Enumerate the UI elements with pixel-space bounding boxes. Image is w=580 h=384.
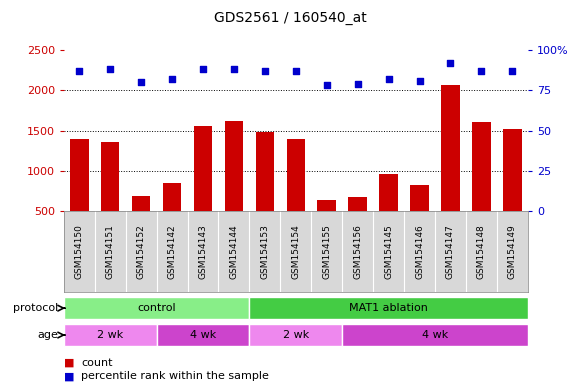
Point (75, 68, 84, 74)
Point (508, 68, 517, 74)
Bar (249, 297, 528, 319)
Bar (317, 200, 336, 252)
Bar (64, 297, 249, 319)
Text: count: count (81, 358, 113, 368)
Text: GSM154143: GSM154143 (198, 224, 208, 279)
Text: GSM154148: GSM154148 (477, 224, 486, 279)
Point (106, 66, 115, 72)
Bar (70, 139, 89, 252)
Text: GSM154151: GSM154151 (106, 224, 115, 279)
Text: GSM154142: GSM154142 (168, 224, 176, 279)
Bar (441, 85, 460, 252)
Bar (287, 139, 305, 252)
Text: GSM154152: GSM154152 (137, 224, 146, 279)
Point (136, 79, 146, 85)
Point (353, 81, 362, 87)
Text: GDS2561 / 160540_at: GDS2561 / 160540_at (213, 11, 367, 25)
Text: MAT1 ablation: MAT1 ablation (349, 303, 428, 313)
Bar (249, 324, 342, 346)
Text: GSM154147: GSM154147 (446, 224, 455, 279)
Point (446, 60, 455, 66)
Text: control: control (137, 303, 176, 313)
Point (291, 68, 300, 74)
Point (322, 82, 331, 88)
Text: GSM154154: GSM154154 (291, 224, 300, 279)
Point (384, 76, 393, 82)
Text: 4 wk: 4 wk (422, 330, 448, 340)
Point (260, 68, 270, 74)
Bar (64, 324, 157, 346)
Text: 2 wk: 2 wk (282, 330, 309, 340)
Point (198, 66, 208, 72)
Bar (472, 122, 491, 252)
Bar (157, 324, 249, 346)
Point (415, 78, 424, 84)
Bar (342, 324, 528, 346)
Point (168, 76, 177, 82)
Bar (132, 196, 150, 252)
Bar (410, 185, 429, 252)
Text: 4 wk: 4 wk (190, 330, 216, 340)
Text: age: age (37, 330, 58, 340)
Bar (349, 197, 367, 252)
Bar (101, 142, 119, 252)
Bar (163, 183, 182, 252)
Text: GSM154156: GSM154156 (353, 224, 362, 279)
Text: GSM154144: GSM154144 (230, 224, 238, 279)
Bar (379, 174, 398, 252)
Text: GSM154155: GSM154155 (322, 224, 331, 279)
Point (229, 66, 238, 72)
Text: GSM154153: GSM154153 (260, 224, 269, 279)
Text: GSM154149: GSM154149 (508, 224, 517, 279)
Point (477, 68, 486, 74)
Text: 2 wk: 2 wk (97, 330, 124, 340)
Text: GSM154146: GSM154146 (415, 224, 424, 279)
Text: protocol: protocol (13, 303, 58, 313)
Bar (194, 126, 212, 252)
Bar (503, 129, 521, 252)
Text: ■: ■ (64, 371, 74, 381)
Text: GSM154150: GSM154150 (75, 224, 84, 279)
Text: GSM154145: GSM154145 (384, 224, 393, 279)
Bar (256, 132, 274, 252)
Text: percentile rank within the sample: percentile rank within the sample (81, 371, 269, 381)
Bar (224, 121, 243, 252)
Text: ■: ■ (64, 358, 74, 368)
